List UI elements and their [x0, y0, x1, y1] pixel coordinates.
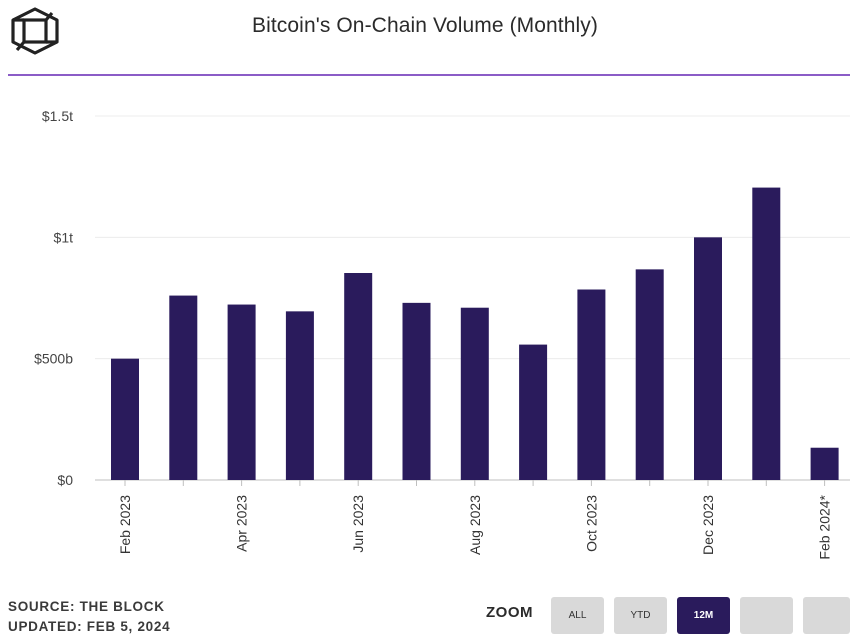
y-tick-label: $1t [54, 229, 74, 245]
bar-nov-2023[interactable] [635, 269, 664, 480]
bar-chart: $0 $500b $1t $1.5t Feb 2023 Apr 2023 Jun 2023… [34, 108, 850, 560]
bar-apr-2023[interactable] [227, 304, 256, 480]
bar-feb-2024-[interactable] [810, 447, 839, 480]
the-block-logo-icon [11, 7, 59, 55]
x-tick-label: Dec 2023 [700, 495, 716, 555]
zoom-label: ZOOM [486, 604, 533, 621]
source-text: SOURCE: THE BLOCK [8, 599, 165, 614]
x-tick-label: Apr 2023 [234, 495, 250, 552]
y-tick-label: $1.5t [42, 108, 73, 124]
x-tick-label: Feb 2023 [117, 495, 133, 554]
y-axis-ticks: $0 $500b $1t $1.5t [34, 108, 73, 488]
x-tick-label: Jun 2023 [350, 495, 366, 553]
x-tick-label: Aug 2023 [467, 495, 483, 555]
updated-text: UPDATED: FEB 5, 2024 [8, 619, 171, 634]
bar-aug-2023[interactable] [460, 307, 489, 480]
zoom-option-4-button[interactable] [740, 597, 793, 634]
x-axis-ticks: Feb 2023 Apr 2023 Jun 2023 Aug 2023 Oct 2023… [117, 494, 833, 559]
bar-dec-2023[interactable] [694, 237, 722, 480]
bar-jan-2024[interactable] [752, 187, 781, 480]
chart-title: Bitcoin's On-Chain Volume (Monthly) [252, 14, 598, 37]
y-tick-label: $0 [57, 472, 73, 488]
bar-mar-2023[interactable] [169, 295, 198, 480]
y-tick-label: $500b [34, 351, 73, 367]
zoom-option-5-button[interactable] [803, 597, 850, 634]
bar-jun-2023[interactable] [344, 273, 373, 480]
zoom-12m-button[interactable]: 12M [677, 597, 730, 634]
zoom-all-button[interactable]: ALL [551, 597, 604, 634]
bar-oct-2023[interactable] [577, 289, 606, 480]
x-tick-label: Oct 2023 [583, 495, 599, 552]
chart-footer: SOURCE: THE BLOCK UPDATED: FEB 5, 2024 [8, 597, 170, 637]
bar-feb-2023[interactable] [111, 358, 139, 480]
bar-sep-2023[interactable] [519, 344, 548, 480]
x-tick-label: Feb 2024* [817, 494, 833, 559]
title-divider [8, 74, 850, 76]
bar-jul-2023[interactable] [402, 302, 431, 480]
bars [111, 187, 839, 486]
bar-may-2023[interactable] [285, 311, 314, 480]
zoom-ytd-button[interactable]: YTD [614, 597, 667, 634]
